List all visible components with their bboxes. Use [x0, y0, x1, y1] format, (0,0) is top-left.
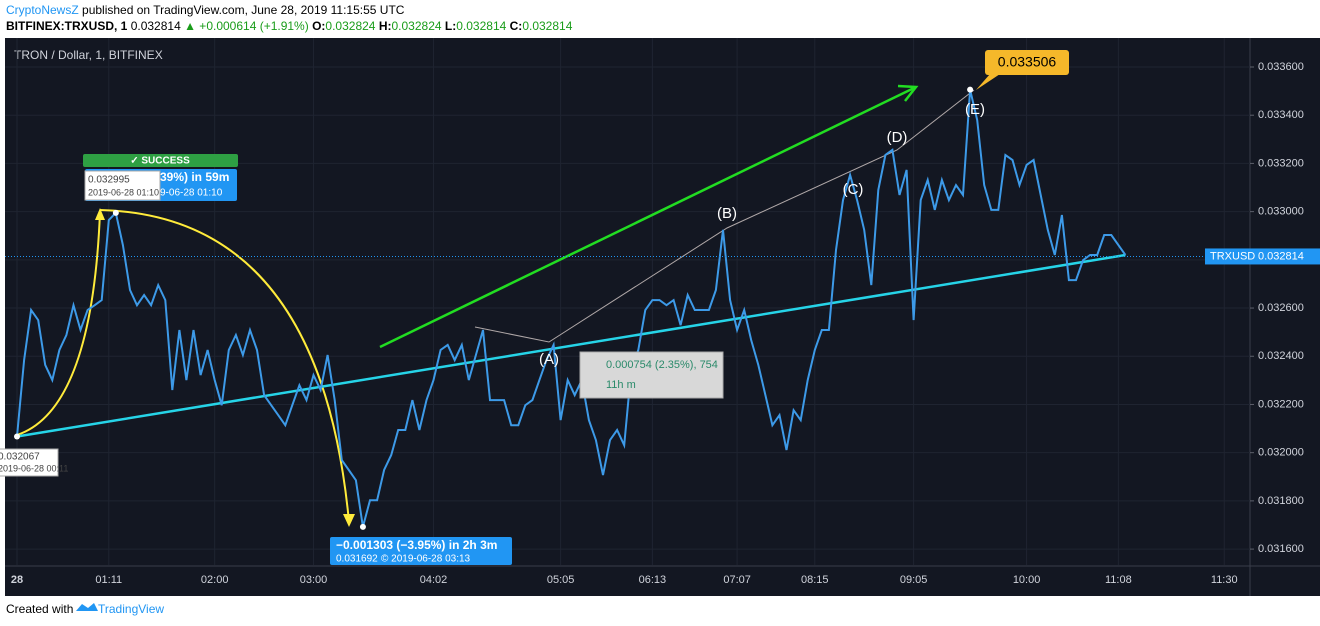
- down-move: −0.001303 (−3.95%) in 2h 3m: [336, 538, 497, 552]
- down-date: © 2019-06-28 03:13: [381, 554, 471, 565]
- y-tick-label: 0.032400: [1258, 350, 1304, 362]
- publisher[interactable]: CryptoNewsZ: [6, 3, 79, 17]
- measure-box: [579, 351, 724, 399]
- x-tick-label: 07:07: [723, 574, 751, 586]
- point-marker: [359, 523, 366, 530]
- up-move: 39%) in 59m: [160, 170, 229, 184]
- x-tick-label: 04:02: [420, 574, 448, 586]
- last-price: 0.032814: [131, 19, 181, 33]
- y-tick-label: 0.033400: [1258, 109, 1304, 121]
- success-box: [83, 154, 238, 167]
- price-tag-value: 0.032814: [1258, 250, 1304, 262]
- up-price: 0.032995: [88, 175, 130, 186]
- start-price: 0.032067: [0, 452, 40, 463]
- ohlc-key: C:: [510, 19, 523, 33]
- x-tick-label: 10:00: [1013, 574, 1041, 586]
- price-tag-name: TRXUSD: [1210, 250, 1255, 262]
- y-tick-label: 0.032000: [1258, 447, 1304, 459]
- price-tag: [1205, 248, 1320, 265]
- y-tick-label: 0.033000: [1258, 206, 1304, 218]
- yellow-arc: [99, 209, 350, 523]
- up-date-tail: 9-06-28 01:10: [160, 188, 223, 199]
- chart-title: TRON / Dollar, 1, BITFINEX: [14, 48, 163, 62]
- y-tick-label: 0.032600: [1258, 302, 1304, 314]
- price-line: [16, 89, 1127, 528]
- point-marker: [14, 433, 20, 440]
- up-date: 2019-06-28 01:10: [88, 187, 159, 197]
- ohlc-value: 0.032814: [456, 19, 506, 33]
- x-tick-label: 11:30: [1211, 574, 1238, 586]
- x-tick-label: 11:08: [1105, 574, 1132, 586]
- header-line-1: CryptoNewsZ published on TradingView.com…: [6, 3, 405, 17]
- x-tick-label: 06:13: [639, 574, 667, 586]
- ohlc-key: O:: [312, 19, 325, 33]
- tradingview-logo: [76, 603, 98, 611]
- ohlc-value: 0.032824: [325, 19, 375, 33]
- arrow-head: [343, 514, 355, 527]
- x-tick-label: 03:00: [300, 574, 328, 586]
- chart-background: [5, 38, 1320, 596]
- x-tick-label: 02:00: [201, 574, 229, 586]
- wave-line: [474, 89, 975, 343]
- x-tick-label: 08:15: [801, 574, 829, 586]
- footer-created: Created with: [6, 602, 73, 616]
- green-arrow: [379, 86, 915, 349]
- x-tick-label: 09:05: [900, 574, 928, 586]
- down-price: 0.031692: [336, 554, 378, 565]
- change: ▲ +0.000614 (+1.91%): [184, 19, 309, 33]
- start-box: [0, 448, 59, 477]
- arrow-head: [95, 208, 105, 220]
- y-tick-label: 0.031800: [1258, 495, 1304, 507]
- up-price-box: [84, 170, 161, 201]
- high-label-box: [985, 50, 1069, 75]
- wave-point-label: (D): [887, 129, 908, 146]
- y-tick-label: 0.033200: [1258, 157, 1304, 169]
- ohlc-value: 0.032824: [392, 19, 442, 33]
- down-callout: [330, 537, 512, 565]
- ohlc-key: L:: [445, 19, 456, 33]
- measure-move: 0.000754 (2.35%), 754: [606, 359, 718, 371]
- wave-point-label: (E): [965, 101, 985, 118]
- header-line-2: BITFINEX:TRXUSD, 1 0.032814 ▲ +0.000614 …: [6, 19, 573, 33]
- start-date: 2019-06-28 00:11: [0, 463, 68, 473]
- x-tick-label: 28: [11, 574, 23, 586]
- high-label-pointer: [976, 74, 1000, 90]
- success-label: ✓ SUCCESS: [130, 156, 190, 167]
- yellow-arc: [16, 211, 101, 436]
- point-marker: [967, 86, 974, 93]
- y-tick-label: 0.032200: [1258, 398, 1304, 410]
- symbol: BITFINEX:TRXUSD, 1: [6, 19, 128, 33]
- trend-line: [16, 253, 1126, 438]
- high-label: 0.033506: [998, 54, 1057, 70]
- y-tick-label: 0.033600: [1258, 61, 1304, 73]
- published: published on TradingView.com, June 28, 2…: [79, 3, 405, 17]
- ohlc-key: H:: [379, 19, 392, 33]
- measure-time: 11h m: [606, 379, 636, 391]
- wave-point-label: (A): [539, 351, 559, 368]
- point-marker: [112, 209, 119, 216]
- footer-brand[interactable]: TradingView: [98, 602, 164, 616]
- x-tick-label: 01:11: [95, 574, 122, 586]
- green-arrow-head: [897, 84, 919, 102]
- ohlc-value: 0.032814: [522, 19, 572, 33]
- y-tick-label: 0.031600: [1258, 543, 1304, 555]
- wave-point-label: (C): [843, 181, 864, 198]
- wave-point-label: (B): [717, 205, 737, 222]
- x-tick-label: 05:05: [547, 574, 575, 586]
